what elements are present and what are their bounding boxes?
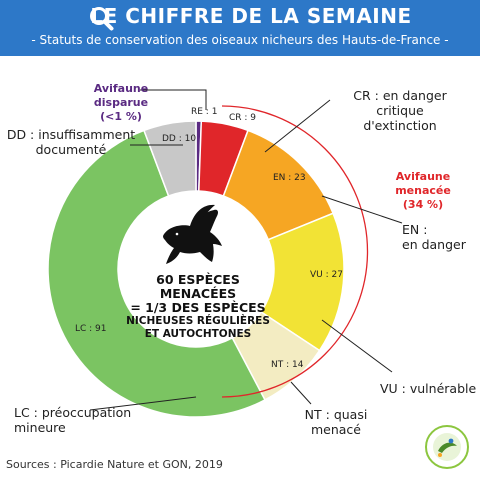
legend-threatened: Avifaune menacée (34 %) [395,170,451,211]
magnifier-icon [90,7,114,31]
slice-label-dd: DD : 10 [162,134,197,144]
threatened-bracket [221,105,369,398]
slice-label-nt: NT : 14 [271,360,304,370]
slice-label-lc: LC : 91 [75,324,107,334]
legend-nt: NT : quasi menacé [304,407,368,437]
center-text: 60 ESPÈCES MENACÉES = 1/3 DES ESPÈCES NI… [126,272,270,341]
legend-lc: LC : préoccupation mineure [14,405,132,435]
bird-icon [163,204,222,264]
legend-en: EN : en danger [402,222,466,252]
slice-lc [47,129,266,418]
source-note: Sources : Picardie Nature et GON, 2019 [6,458,223,471]
header-banner: LE CHIFFRE DE LA SEMAINE - Statuts de co… [0,0,480,56]
legend-cr: CR : en danger critique d'extinction [353,88,447,133]
observatoire-logo [425,425,469,469]
legend-dd: DD : insuffisamment documenté [6,127,136,157]
legend-re: Avifaune disparue (<1 %) [93,82,149,123]
slice-label-re: RE : 1 [191,107,218,117]
slice-dd [143,120,197,197]
page-subtitle: - Statuts de conservation des oiseaux ni… [31,33,449,47]
slice-label-en: EN : 23 [273,173,306,183]
page-title: LE CHIFFRE DE LA SEMAINE [90,4,412,28]
leader-lines [89,89,403,411]
legend-vu: VU : vulnérable [380,381,477,396]
slice-label-vu: VU : 27 [310,270,343,280]
slice-label-cr: CR : 9 [229,113,257,123]
